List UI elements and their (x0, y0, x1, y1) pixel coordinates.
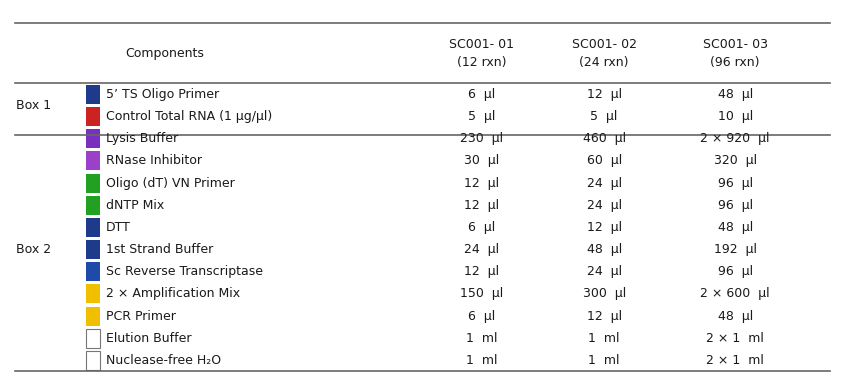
Text: 5  μl: 5 μl (468, 110, 495, 123)
Text: 300  μl: 300 μl (582, 287, 625, 301)
Text: Box 2: Box 2 (16, 243, 51, 256)
Text: 12  μl: 12 μl (586, 310, 621, 323)
Text: 10  μl: 10 μl (717, 110, 752, 123)
Text: Box 1: Box 1 (16, 99, 51, 112)
Bar (86, 174, 100, 193)
Text: Sc Reverse Transcriptase: Sc Reverse Transcriptase (106, 265, 262, 278)
Text: 96  μl: 96 μl (717, 199, 752, 212)
Text: dNTP Mix: dNTP Mix (106, 199, 164, 212)
Text: Oligo (dT) VN Primer: Oligo (dT) VN Primer (106, 177, 234, 190)
Bar (86, 218, 100, 237)
Text: 1  ml: 1 ml (587, 332, 619, 345)
Bar (86, 329, 100, 348)
Text: 48  μl: 48 μl (717, 88, 752, 101)
Text: 230  μl: 230 μl (459, 132, 503, 145)
Text: 24  μl: 24 μl (586, 199, 621, 212)
Text: SC001- 02
(24 rxn): SC001- 02 (24 rxn) (571, 38, 636, 69)
Text: 96  μl: 96 μl (717, 265, 752, 278)
Text: Components: Components (125, 47, 204, 60)
Text: 12  μl: 12 μl (463, 265, 499, 278)
Text: RNase Inhibitor: RNase Inhibitor (106, 154, 202, 168)
Text: 96  μl: 96 μl (717, 177, 752, 190)
Text: 60  μl: 60 μl (586, 154, 621, 168)
Text: 48  μl: 48 μl (717, 221, 752, 234)
Text: 1st Strand Buffer: 1st Strand Buffer (106, 243, 213, 256)
Text: 2 × 920  μl: 2 × 920 μl (700, 132, 769, 145)
Text: 12  μl: 12 μl (586, 88, 621, 101)
Text: 2 × 1  ml: 2 × 1 ml (706, 354, 763, 367)
Text: Nuclease-free H₂O: Nuclease-free H₂O (106, 354, 220, 367)
Text: 6  μl: 6 μl (468, 221, 495, 234)
Text: 24  μl: 24 μl (463, 243, 499, 256)
Text: 5’ TS Oligo Primer: 5’ TS Oligo Primer (106, 88, 219, 101)
Bar (86, 307, 100, 326)
Text: 5  μl: 5 μl (590, 110, 617, 123)
Text: 1  ml: 1 ml (587, 354, 619, 367)
Text: 48  μl: 48 μl (717, 310, 752, 323)
Text: 1  ml: 1 ml (465, 354, 497, 367)
Text: 24  μl: 24 μl (586, 177, 621, 190)
Text: 24  μl: 24 μl (586, 265, 621, 278)
Text: Control Total RNA (1 μg/μl): Control Total RNA (1 μg/μl) (106, 110, 272, 123)
Text: 12  μl: 12 μl (463, 177, 499, 190)
Text: PCR Primer: PCR Primer (106, 310, 176, 323)
Bar (86, 107, 100, 126)
Bar (86, 85, 100, 104)
Text: DTT: DTT (106, 221, 130, 234)
Text: 6  μl: 6 μl (468, 310, 495, 323)
Bar (86, 262, 100, 281)
Bar (86, 351, 100, 370)
Text: 30  μl: 30 μl (463, 154, 499, 168)
Text: 6  μl: 6 μl (468, 88, 495, 101)
Text: 12  μl: 12 μl (586, 221, 621, 234)
Text: 192  μl: 192 μl (713, 243, 755, 256)
Bar (86, 129, 100, 148)
Text: Lysis Buffer: Lysis Buffer (106, 132, 177, 145)
Text: 12  μl: 12 μl (463, 199, 499, 212)
Text: 1  ml: 1 ml (465, 332, 497, 345)
Text: SC001- 01
(12 rxn): SC001- 01 (12 rxn) (449, 38, 513, 69)
Text: 2 × Amplification Mix: 2 × Amplification Mix (106, 287, 240, 301)
Text: 2 × 600  μl: 2 × 600 μl (700, 287, 769, 301)
Bar (86, 240, 100, 259)
Text: 150  μl: 150 μl (459, 287, 503, 301)
Text: 320  μl: 320 μl (712, 154, 756, 168)
Text: 2 × 1  ml: 2 × 1 ml (706, 332, 763, 345)
Bar (86, 196, 100, 215)
Text: 460  μl: 460 μl (582, 132, 625, 145)
Text: SC001- 03
(96 rxn): SC001- 03 (96 rxn) (702, 38, 766, 69)
Bar (86, 152, 100, 171)
Text: Elution Buffer: Elution Buffer (106, 332, 191, 345)
Text: 48  μl: 48 μl (586, 243, 621, 256)
Bar (86, 284, 100, 303)
